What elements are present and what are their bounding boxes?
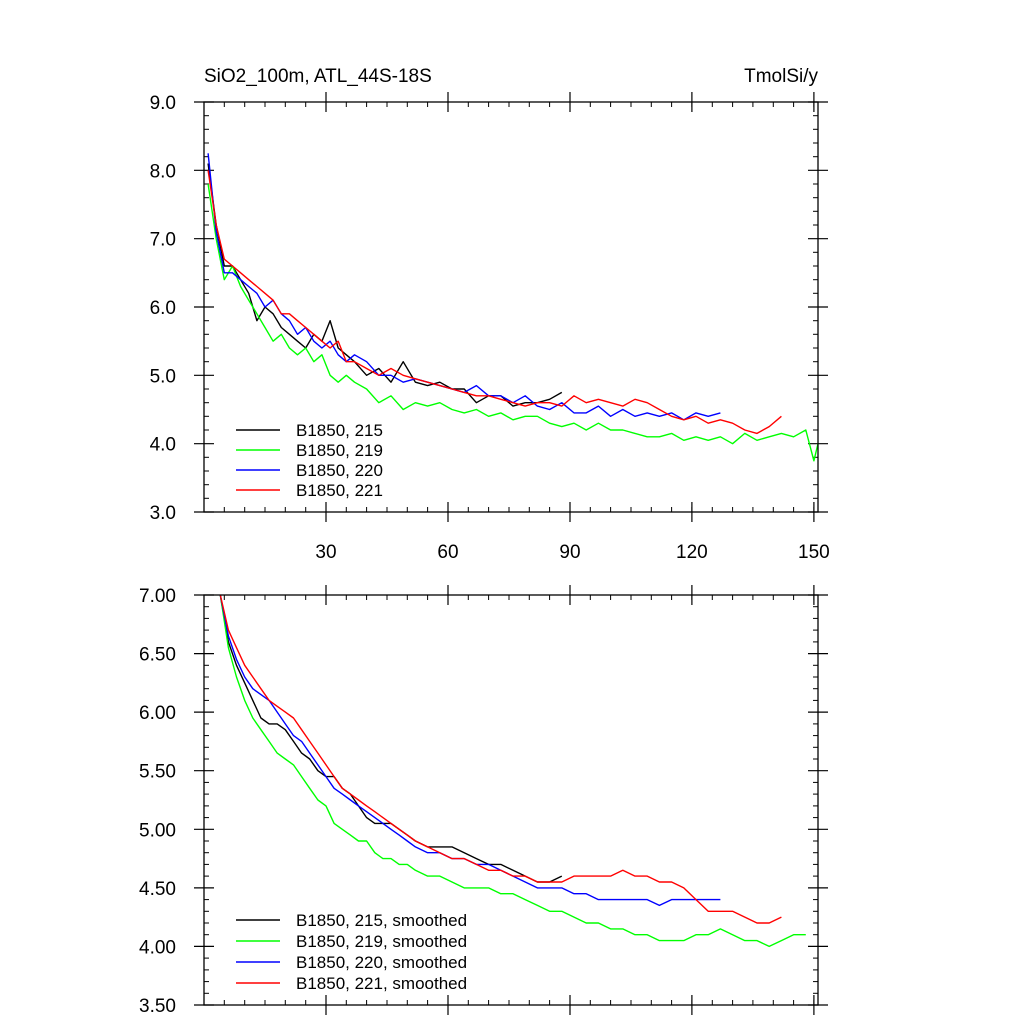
top-series-line-4 [207, 170, 782, 435]
top-x-tick-label: 30 [315, 542, 336, 563]
bottom-y-tick-label: 6.00 [139, 703, 176, 724]
panel-top: SiO2_100m, ATL_44S-18S TmolSi/y 30 60 90 12… [150, 66, 830, 563]
top-x-tick-label: 120 [676, 542, 708, 563]
top-title-right: TmolSi/y [744, 66, 818, 87]
top-y-tick-label: 6.0 [150, 298, 176, 319]
top-series [207, 153, 819, 462]
bottom-legend-label-215: B1850, 215, smoothed [296, 911, 467, 930]
bottom-ticks: 3.50 4.00 4.50 5.00 5.50 6.00 6.50 7.00 [139, 585, 828, 1017]
bottom-legend-label-219: B1850, 219, smoothed [296, 932, 467, 951]
top-y-tick-label: 9.0 [150, 93, 176, 114]
panel-bottom: 3.50 4.00 4.50 5.00 5.50 6.00 6.50 7.00 B1850, … [139, 585, 828, 1017]
top-y-tick-label: 7.0 [150, 230, 176, 251]
bottom-y-tick-label: 5.00 [139, 820, 176, 841]
top-legend-label-221: B1850, 221 [296, 481, 383, 500]
top-series-line-2 [207, 183, 819, 462]
top-x-tick-label: 60 [437, 542, 458, 563]
top-y-tick-label: 4.0 [150, 435, 176, 456]
top-y-tick-label: 8.0 [150, 161, 176, 182]
bottom-legend-label-221: B1850, 221, smoothed [296, 974, 467, 993]
top-title-left: SiO2_100m, ATL_44S-18S [204, 66, 432, 87]
top-series-line-1 [207, 163, 563, 407]
bottom-series-line-4 [219, 594, 782, 924]
top-series-line-3 [207, 153, 721, 421]
top-legend: B1850, 215 B1850, 219 B1850, 220 B1850, … [236, 421, 383, 500]
top-plot-frame [203, 101, 819, 513]
top-legend-label-220: B1850, 220 [296, 461, 383, 480]
bottom-series-line-2 [219, 594, 806, 948]
bottom-series [219, 594, 806, 948]
bottom-y-tick-label: 3.50 [139, 996, 176, 1017]
top-ticks: 30 60 90 120 150 3.0 4.0 5.0 6.0 7.0 8.0 9.0 [150, 92, 830, 563]
top-y-tick-label: 5.0 [150, 366, 176, 387]
bottom-plot-frame [203, 594, 819, 1006]
bottom-legend: B1850, 215, smoothed B1850, 219, smoothe… [236, 911, 467, 993]
bottom-legend-label-220: B1850, 220, smoothed [296, 953, 467, 972]
bottom-y-tick-label: 6.50 [139, 645, 176, 666]
bottom-y-tick-label: 5.50 [139, 762, 176, 783]
bottom-y-tick-label: 4.00 [139, 937, 176, 958]
top-y-tick-label: 3.0 [150, 503, 176, 524]
top-x-tick-label: 150 [798, 542, 830, 563]
bottom-series-line-1 [219, 594, 563, 883]
bottom-y-tick-label: 7.00 [139, 586, 176, 607]
bottom-series-line-3 [219, 594, 721, 907]
top-x-tick-label: 90 [559, 542, 580, 563]
top-legend-label-219: B1850, 219 [296, 441, 383, 460]
top-legend-label-215: B1850, 215 [296, 421, 383, 440]
bottom-y-tick-label: 4.50 [139, 879, 176, 900]
